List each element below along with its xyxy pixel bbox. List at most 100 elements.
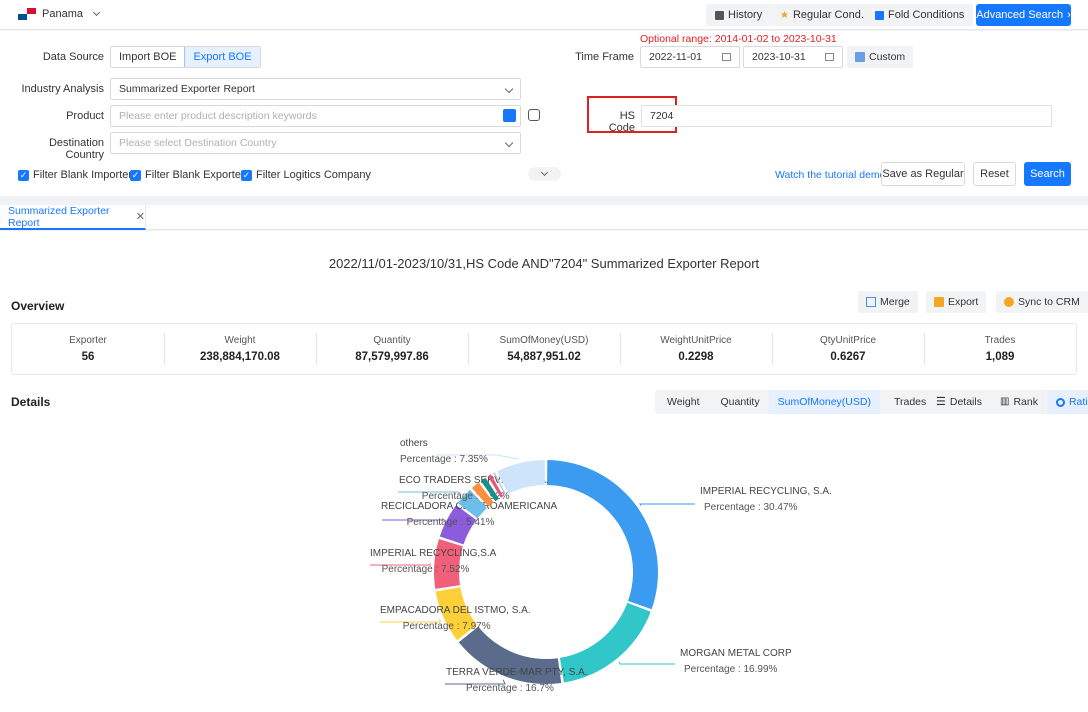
- export-boe-option[interactable]: Export BOE: [184, 47, 260, 67]
- sync-crm-button[interactable]: Sync to CRM: [996, 291, 1088, 313]
- merge-button[interactable]: Merge: [858, 291, 918, 313]
- fold-conditions-label: Fold Conditions: [888, 9, 965, 21]
- label-line: [398, 491, 461, 494]
- label-line: [639, 503, 695, 506]
- slice-percentage-label: Percentage : 7.35%: [400, 454, 488, 465]
- slice-percentage-label: Percentage : 7.52%: [382, 564, 470, 575]
- label-line: [445, 679, 506, 685]
- view-details[interactable]: ☰ Details: [927, 390, 991, 414]
- stat-value: 87,579,997.86: [355, 351, 429, 363]
- donut-slice: [559, 602, 651, 683]
- save-as-regular-button[interactable]: Save as Regular: [881, 162, 965, 186]
- hs-code-value: 7204: [650, 110, 674, 122]
- view-rank[interactable]: ▥ Rank: [991, 390, 1047, 414]
- metric-quantity[interactable]: Quantity: [720, 396, 760, 408]
- slice-percentage-label: Percentage : 16.99%: [684, 664, 778, 675]
- view-ratio[interactable]: Ratio: [1046, 390, 1088, 414]
- bar-chart-icon: ▥: [999, 396, 1010, 407]
- overview-heading: Overview: [11, 299, 65, 313]
- slice-percentage-label: Percentage : 30.47%: [704, 502, 798, 513]
- country-selector[interactable]: Panama: [18, 8, 101, 20]
- stat-value: 0.2298: [678, 351, 714, 363]
- translate-icon[interactable]: [503, 109, 516, 122]
- stat-qty-unit-price: QtyUnitPrice 0.6267: [772, 324, 924, 374]
- stat-value: 56: [81, 351, 95, 363]
- date-from-input[interactable]: 2022-11-01: [640, 46, 740, 68]
- sync-icon: [1004, 297, 1014, 307]
- check-icon: ✓: [241, 169, 252, 181]
- report-title: 2022/11/01-2023/10/31,HS Code AND"7204" …: [328, 256, 760, 271]
- donut-slice: [487, 474, 504, 498]
- fold-conditions-button[interactable]: Fold Conditions: [866, 4, 974, 26]
- view-toggle: ☰Details ▥Rank Ratio: [927, 390, 1088, 414]
- custom-button[interactable]: Custom: [847, 46, 914, 68]
- filter-importers-label: Filter Blank Importers: [33, 169, 138, 181]
- view-rank-label: Rank: [1013, 396, 1038, 408]
- slice-name-label: MORGAN METAL CORP: [680, 648, 792, 659]
- slice-percentage-label: Percentage : 5.41%: [407, 517, 495, 528]
- stat-value: 238,884,170.08: [200, 351, 280, 363]
- tutorial-link[interactable]: Watch the tutorial demo: [775, 169, 886, 181]
- reset-button[interactable]: Reset: [973, 162, 1016, 186]
- destination-select[interactable]: Please select Destination Country: [110, 132, 521, 154]
- export-button[interactable]: Export: [926, 291, 987, 313]
- slice-name-label: ECO TRADERS SERVICES, S.A.: [399, 475, 549, 486]
- view-ratio-label: Ratio: [1068, 396, 1088, 408]
- donut-slice: [493, 472, 507, 496]
- ai-icon[interactable]: [528, 109, 540, 121]
- filter-exporters-checkbox[interactable]: ✓ Filter Blank Exporters: [130, 169, 250, 181]
- stat-exporter: Exporter 56: [12, 324, 164, 374]
- regular-cond-button[interactable]: ★ Regular Cond.: [771, 4, 873, 26]
- destination-placeholder: Please select Destination Country: [119, 137, 277, 149]
- product-label: Product: [66, 110, 104, 122]
- import-boe-option[interactable]: Import BOE: [119, 51, 177, 63]
- merge-icon: [866, 297, 876, 307]
- metric-trades[interactable]: Trades: [893, 396, 927, 408]
- donut-icon: [1055, 397, 1065, 407]
- date-to-input[interactable]: 2023-10-31: [743, 46, 843, 68]
- tab-summarized-exporter-report[interactable]: Summarized Exporter Report ✕: [0, 205, 146, 230]
- expand-toggle[interactable]: [528, 167, 561, 181]
- history-button[interactable]: History: [706, 4, 772, 26]
- search-button[interactable]: Search: [1024, 162, 1071, 186]
- industry-select[interactable]: Summarized Exporter Report: [110, 78, 521, 100]
- details-heading: Details: [11, 395, 51, 409]
- close-icon[interactable]: ✕: [135, 211, 145, 223]
- donut-slice: [457, 489, 487, 519]
- tab-label: Summarized Exporter Report: [8, 204, 110, 229]
- donut-slice: [480, 477, 500, 502]
- donut-slice: [439, 505, 477, 545]
- stat-key: Quantity: [373, 335, 411, 346]
- metric-weight[interactable]: Weight: [667, 396, 700, 408]
- filter-logistics-checkbox[interactable]: ✓ Filter Logitics Company: [241, 169, 371, 181]
- stat-quantity: Quantity 87,579,997.86: [316, 324, 468, 374]
- product-input[interactable]: Please enter product description keyword…: [110, 105, 521, 127]
- donut-slice: [497, 460, 545, 494]
- list-icon: ☰: [936, 396, 946, 408]
- filter-importers-checkbox[interactable]: ✓ Filter Blank Importers: [18, 169, 138, 181]
- slice-percentage-label: Percentage : 2.92%: [422, 491, 510, 502]
- history-label: History: [728, 9, 763, 21]
- stat-key: Trades: [984, 335, 1016, 346]
- custom-label: Custom: [869, 51, 906, 63]
- stat-value: 1,089: [985, 351, 1015, 363]
- optional-range-label: Optional range:: [640, 33, 712, 45]
- filter-logistics-label: Filter Logitics Company: [256, 169, 371, 181]
- chevron-down-icon: [504, 138, 514, 148]
- stat-key: SumOfMoney(USD): [499, 335, 589, 346]
- data-source-toggle: Import BOE Export BOE: [110, 46, 261, 68]
- advanced-search-button[interactable]: Advanced Search ›: [976, 4, 1071, 26]
- metric-toggle: Weight Quantity SumOfMoney(USD) Trades: [655, 390, 941, 414]
- donut-slice: [435, 587, 477, 641]
- slice-percentage-label: Percentage : 7.97%: [403, 621, 491, 632]
- calendar-icon: [722, 53, 731, 61]
- metric-sum-of-money[interactable]: SumOfMoney(USD): [768, 390, 880, 414]
- donut-slice: [471, 482, 494, 507]
- label-line: [382, 518, 444, 521]
- hs-code-input[interactable]: 7204: [641, 105, 1052, 127]
- regular-cond-label: Regular Cond.: [792, 9, 864, 21]
- donut-slice: [458, 626, 562, 684]
- slice-name-label: TERRA VERDE-MAR PTY, S.A.: [446, 667, 588, 678]
- hs-code-label: HS Code: [608, 110, 635, 134]
- merge-label: Merge: [880, 296, 910, 308]
